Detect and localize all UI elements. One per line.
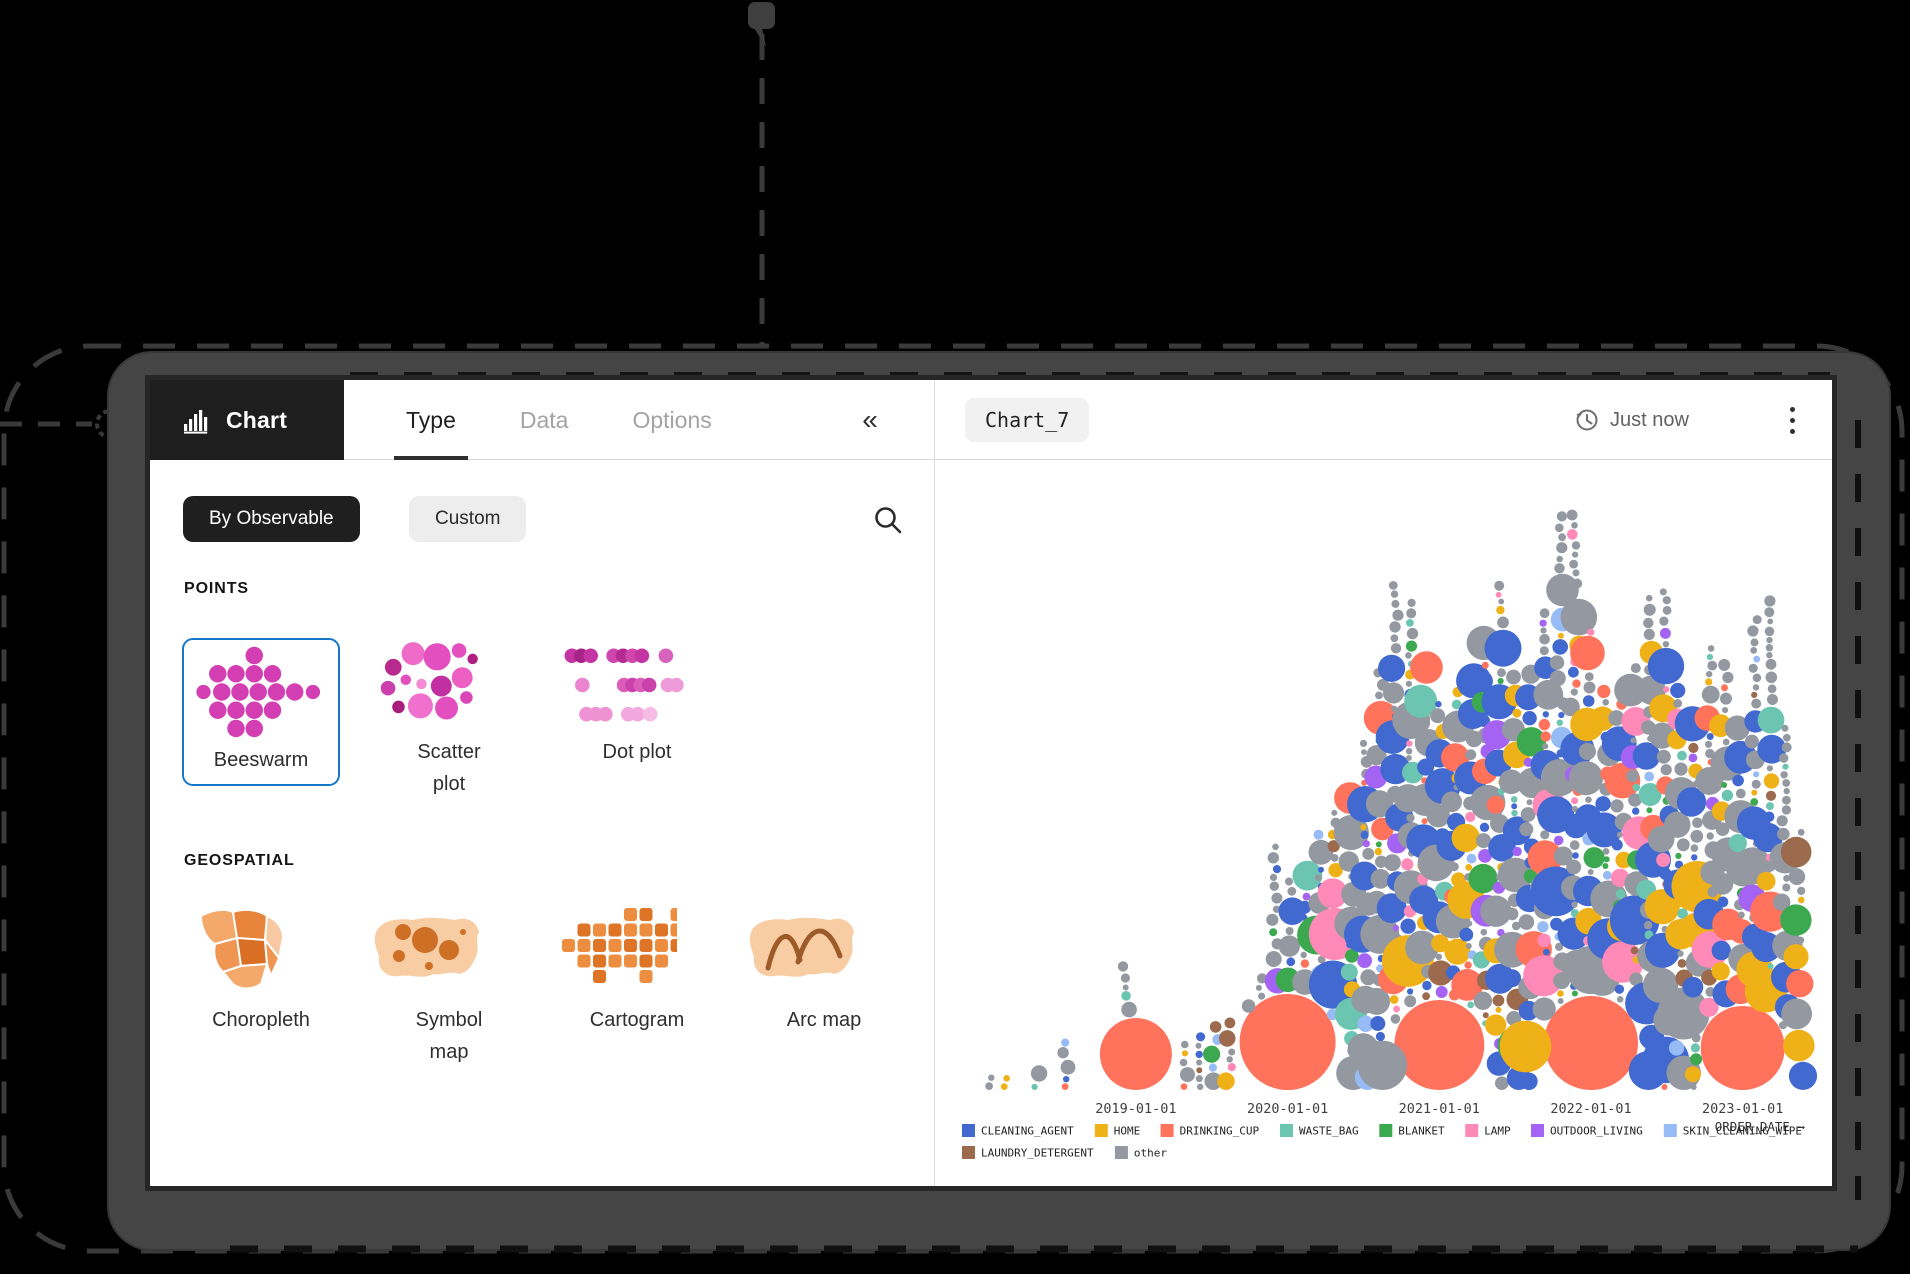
type-label-dot-plot: Dot plot	[602, 741, 672, 763]
history-clock-icon	[1576, 409, 1598, 431]
svg-text:BLANKET: BLANKET	[1398, 1125, 1445, 1138]
type-item-dot-plot[interactable]: Dot plot	[557, 638, 717, 768]
type-label-scatter-line2: plot	[432, 773, 466, 795]
status-text: Just now	[1610, 408, 1689, 431]
svg-text:HOME: HOME	[1114, 1125, 1141, 1138]
svg-text:SKIN_CLEANING_WIPE: SKIN_CLEANING_WIPE	[1683, 1125, 1802, 1138]
search-icon	[875, 507, 902, 534]
tab-data[interactable]: Data	[519, 406, 569, 433]
beeswarm-chart: 2019-01-01 2020-01-01 2021-01-01 2022-01-01…	[962, 509, 1818, 1160]
scatter-plot-icon	[380, 642, 478, 720]
svg-text:2020-01-01: 2020-01-01	[1247, 1101, 1328, 1117]
svg-text:2019-01-01: 2019-01-01	[1095, 1101, 1176, 1117]
tab-options[interactable]: Options	[632, 406, 712, 433]
svg-text:CLEANING_AGENT: CLEANING_AGENT	[981, 1125, 1074, 1138]
brand-badge: Chart	[150, 380, 344, 460]
legend: CLEANING_AGENT HOME DRINKING_CUP WASTE_BAG B…	[962, 1124, 1802, 1160]
type-label-symbol-line2: map	[429, 1041, 469, 1063]
svg-text:ORDER_DATE →: ORDER_DATE →	[1715, 1119, 1806, 1134]
collapse-panel-button[interactable]: «	[848, 380, 892, 460]
svg-text:2021-01-01: 2021-01-01	[1399, 1101, 1480, 1117]
type-item-scatter-plot[interactable]: Scatter plot	[369, 638, 529, 800]
window-screen: Chart Type Data Options « Chart_7 Just n…	[150, 380, 1832, 1186]
tab-bar: Type Data Options	[394, 380, 764, 460]
svg-text:2022-01-01: 2022-01-01	[1550, 1101, 1631, 1117]
type-label-arc-map: Arc map	[786, 1009, 862, 1031]
status-last-saved: Just now	[1574, 380, 1689, 460]
type-label-beeswarm: Beeswarm	[213, 749, 309, 771]
chart-name-badge[interactable]: Chart_7	[965, 398, 1090, 442]
svg-text:other: other	[1134, 1147, 1167, 1160]
beeswarm-icon	[196, 646, 321, 738]
type-label-choropleth: Choropleth	[212, 1009, 310, 1031]
cursor-glyph	[748, 2, 775, 47]
type-label-symbol-line1: Symbol	[415, 1009, 483, 1031]
tab-type[interactable]: Type	[394, 380, 468, 460]
kebab-menu-button[interactable]	[1772, 380, 1812, 460]
filter-custom[interactable]: Custom	[409, 496, 527, 542]
guide-node-circle	[0, 409, 125, 452]
svg-text:LAMP: LAMP	[1484, 1125, 1511, 1138]
cartogram-icon	[562, 908, 677, 983]
section-title-points: POINTS	[184, 580, 249, 597]
type-label-cartogram: Cartogram	[589, 1009, 685, 1031]
panel-divider	[934, 380, 935, 1186]
svg-text:OUTDOOR_LIVING: OUTDOOR_LIVING	[1550, 1125, 1643, 1138]
type-card-beeswarm[interactable]: Beeswarm	[182, 638, 340, 786]
svg-text:2023-01-01: 2023-01-01	[1702, 1101, 1783, 1117]
svg-text:WASTE_BAG: WASTE_BAG	[1299, 1125, 1359, 1138]
filter-by-observable[interactable]: By Observable	[183, 496, 360, 542]
symbol-map-icon	[374, 917, 479, 977]
section-title-geospatial: GEOSPATIAL	[184, 852, 295, 869]
svg-text:DRINKING_CUP: DRINKING_CUP	[1180, 1125, 1260, 1138]
type-item-choropleth[interactable]: Choropleth	[181, 900, 341, 1036]
chart-canvas: 2019-01-01 2020-01-01 2021-01-01 2022-01-01…	[940, 460, 1832, 1186]
choropleth-icon	[200, 908, 284, 990]
svg-text:LAUNDRY_DETERGENT: LAUNDRY_DETERGENT	[981, 1147, 1094, 1160]
type-item-cartogram[interactable]: Cartogram	[557, 900, 717, 1036]
chart-logo-icon	[184, 410, 208, 434]
x-axis: 2019-01-01 2020-01-01 2021-01-01 2022-01-01…	[1095, 1101, 1805, 1134]
app-header: Chart Type Data Options « Chart_7 Just n…	[150, 380, 1832, 460]
chevron-double-left-icon: «	[862, 404, 878, 435]
type-label-scatter-line1: Scatter	[417, 741, 481, 763]
arc-map-icon	[749, 917, 854, 977]
type-item-arc-map[interactable]: Arc map	[744, 900, 904, 1036]
search-button[interactable]	[866, 502, 902, 538]
dot-plot-icon	[564, 648, 684, 722]
brand-label: Chart	[226, 406, 288, 433]
type-item-symbol-map[interactable]: Symbol map	[369, 900, 529, 1068]
